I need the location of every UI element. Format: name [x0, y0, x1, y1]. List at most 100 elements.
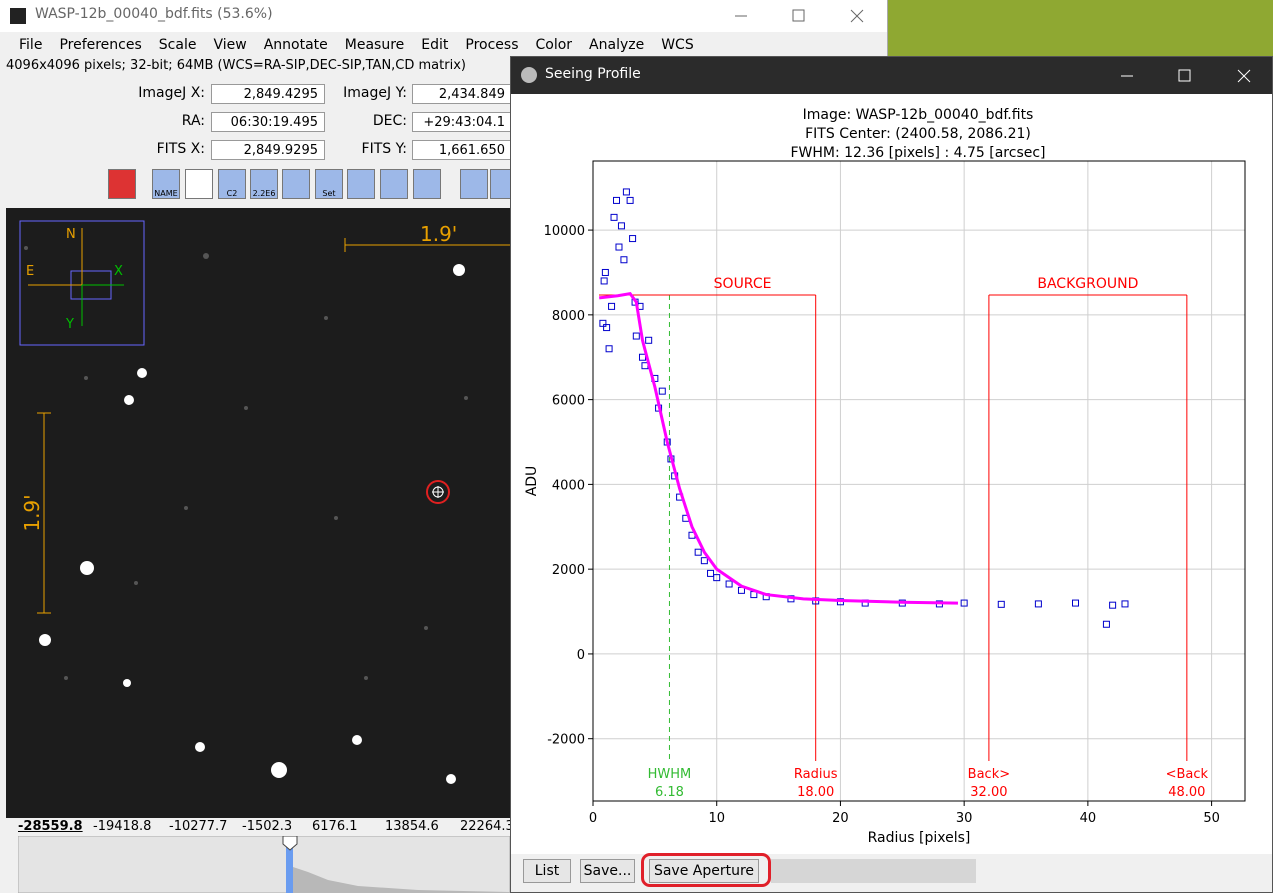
toolbar-button[interactable]: [380, 169, 408, 199]
list-button[interactable]: List: [523, 859, 571, 883]
toolbar-button[interactable]: [460, 169, 488, 199]
data-point: [615, 243, 623, 251]
y-tick-label: 8000: [552, 309, 585, 324]
toolbar-button[interactable]: [282, 169, 310, 199]
chart: Image: WASP-12b_00040_bdf.fits FITS Cente…: [524, 107, 1246, 846]
title-bar: WASP-12b_00040_bdf.fits (53.6%): [0, 0, 887, 32]
marker-value: 6.18: [655, 785, 684, 800]
toolbar-button[interactable]: [108, 169, 136, 199]
plot-frame: [592, 160, 1246, 802]
field-label: DEC:: [372, 113, 407, 129]
y-tick-label: 0: [577, 648, 585, 663]
scale-label: 1.9': [420, 222, 457, 246]
data-point: [632, 332, 640, 340]
histogram-label: 13854.6: [385, 819, 439, 834]
data-point: [694, 548, 702, 556]
menu-item[interactable]: Measure: [344, 37, 405, 53]
field-value: +29:43:04.1: [412, 112, 512, 132]
toolbar-button[interactable]: 2.2E6: [250, 169, 278, 199]
stars: [39, 264, 465, 784]
data-point: [713, 574, 721, 582]
field-label: ImageJ X:: [138, 85, 205, 101]
marker-label: <Back: [1166, 767, 1209, 782]
field-value: 1,661.650: [412, 140, 512, 160]
image-info: 4096x4096 pixels; 32-bit; 64MB (WCS=RA-S…: [6, 58, 466, 73]
field-label: FITS Y:: [361, 141, 407, 157]
menu-item[interactable]: View: [213, 37, 247, 53]
data-point: [1109, 601, 1117, 609]
data-point: [658, 387, 666, 395]
chart-title: FWHM: 12.36 [pixels] : 4.75 [arcsec]: [790, 145, 1045, 161]
field-value: 2,434.849: [412, 84, 512, 104]
data-point: [629, 235, 637, 243]
histogram-label: -1502.3: [242, 819, 293, 834]
toolbar-button[interactable]: [413, 169, 441, 199]
x-tick-label: 50: [1203, 811, 1220, 826]
fit-line: [599, 292, 958, 605]
data-point: [960, 599, 968, 607]
field-value: 2,849.9295: [211, 140, 325, 160]
x-tick-label: 10: [708, 811, 725, 826]
field-label: RA:: [181, 113, 205, 129]
menu-item[interactable]: Process: [465, 37, 519, 53]
y-tick-label: 2000: [552, 563, 585, 578]
region-label: BACKGROUND: [1037, 276, 1138, 292]
x-axis-label: Radius [pixels]: [868, 830, 971, 846]
toolbar-button[interactable]: C2: [218, 169, 246, 199]
data-point: [617, 222, 625, 230]
toolbar-button[interactable]: NAME: [152, 169, 180, 199]
toolbar-button[interactable]: [185, 169, 213, 199]
histogram-label: -10277.7: [169, 819, 228, 834]
window-controls[interactable]: [730, 8, 870, 24]
status-field: [771, 859, 976, 883]
window-controls[interactable]: [1116, 68, 1266, 84]
app-icon: [521, 67, 537, 83]
field-label: ImageJ Y:: [343, 85, 407, 101]
x-tick-label: 0: [589, 811, 597, 826]
save-button[interactable]: Save...: [580, 859, 635, 883]
menu-item[interactable]: Scale: [158, 37, 197, 53]
data-point: [613, 196, 621, 204]
data-point: [1034, 600, 1042, 608]
histogram-label: 6176.1: [312, 819, 358, 834]
window-title: Seeing Profile: [545, 66, 641, 82]
data-point: [610, 213, 618, 221]
data-point: [605, 345, 613, 353]
y-tick-label: 4000: [552, 478, 585, 493]
data-point: [601, 268, 609, 276]
menu-item[interactable]: Edit: [421, 37, 449, 53]
data-point: [707, 569, 715, 577]
marker-label: Radius: [794, 767, 838, 782]
save-aperture-button[interactable]: Save Aperture: [649, 859, 759, 883]
marker-value: 48.00: [1168, 785, 1205, 800]
data-point: [620, 256, 628, 264]
toolbar-button[interactable]: Set: [315, 169, 343, 199]
menu-item[interactable]: Preferences: [59, 37, 142, 53]
menu-item[interactable]: WCS: [661, 37, 694, 53]
title-bar: Seeing Profile: [511, 57, 1272, 94]
data-point: [1102, 620, 1110, 628]
data-point: [603, 324, 611, 332]
data-point: [599, 319, 607, 327]
data-point: [638, 353, 646, 361]
region-label: SOURCE: [714, 276, 772, 292]
menu-item[interactable]: Annotate: [263, 37, 328, 53]
y-tick-label: -2000: [547, 733, 585, 748]
toolbar-button[interactable]: [347, 169, 375, 199]
histogram-label: -19418.8: [93, 819, 152, 834]
menu-item[interactable]: Color: [535, 37, 573, 53]
data-point: [645, 336, 653, 344]
x-tick-label: 40: [1080, 811, 1097, 826]
menu-item[interactable]: File: [19, 37, 43, 53]
marker-label: Back>: [968, 767, 1010, 782]
y-tick-label: 10000: [544, 224, 585, 239]
x-tick-label: 30: [956, 811, 973, 826]
menu-item[interactable]: Analyze: [589, 37, 645, 53]
target-aperture[interactable]: [426, 480, 450, 504]
compass-x: X: [114, 264, 123, 279]
image-view: N E X Y 1.9' 1.9': [6, 208, 510, 818]
compass-y: Y: [65, 317, 74, 332]
highlight: [641, 853, 771, 887]
field-label: FITS X:: [156, 141, 205, 157]
